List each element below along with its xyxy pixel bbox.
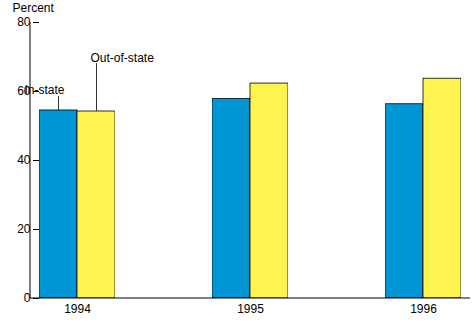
svg-text:1996: 1996	[410, 302, 437, 316]
svg-text:In-state: In-state	[24, 83, 64, 97]
svg-text:Out-of-state: Out-of-state	[91, 51, 155, 65]
svg-text:0: 0	[23, 291, 31, 306]
svg-text:20: 20	[17, 222, 31, 236]
svg-text:Percent: Percent	[13, 1, 55, 15]
svg-text:40: 40	[17, 153, 31, 167]
svg-text:80: 80	[17, 15, 31, 29]
svg-text:1994: 1994	[64, 302, 91, 316]
svg-text:1995: 1995	[237, 302, 264, 316]
